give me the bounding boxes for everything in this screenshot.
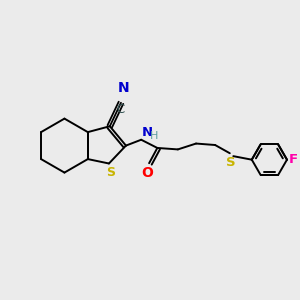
Text: F: F	[289, 153, 298, 166]
Text: H: H	[150, 131, 158, 142]
Text: S: S	[106, 167, 115, 179]
Text: N: N	[118, 81, 129, 94]
Text: N: N	[142, 126, 153, 139]
Text: C: C	[116, 103, 124, 116]
Text: S: S	[226, 156, 236, 169]
Text: O: O	[142, 166, 154, 179]
